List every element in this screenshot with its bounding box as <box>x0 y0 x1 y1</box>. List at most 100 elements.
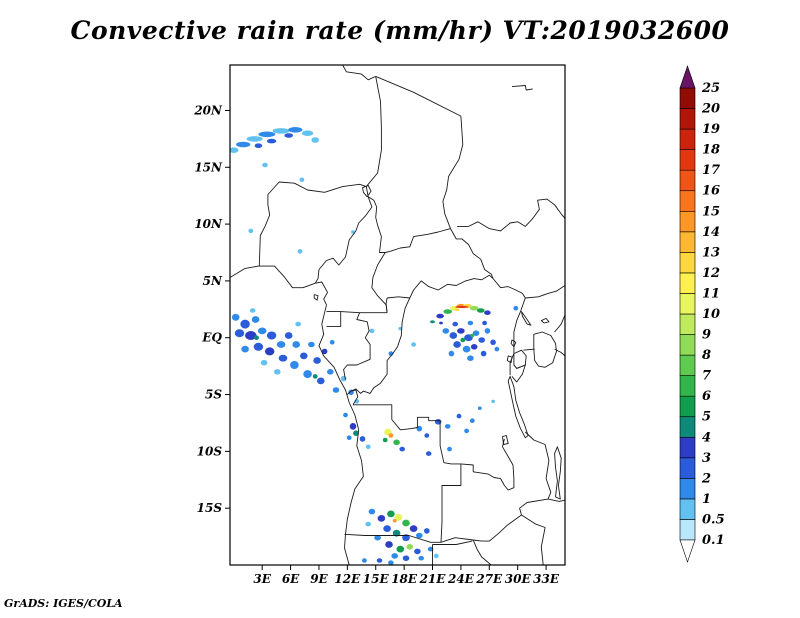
rain-cell <box>425 451 432 456</box>
rain-cell <box>376 558 383 563</box>
border-sudan-southsudan <box>457 198 565 232</box>
lon-tick-label: 33E <box>533 572 560 586</box>
colorbar-segment <box>679 498 696 520</box>
colorbar-segment <box>679 108 696 130</box>
rain-cell <box>258 131 276 138</box>
rain-cell <box>411 342 416 347</box>
rain-cell <box>362 558 367 563</box>
rain-cell <box>382 437 388 443</box>
border-congo-drc <box>350 297 411 394</box>
lat-tick-label: 20N <box>193 103 223 117</box>
border-zambia-mozambique <box>519 498 549 516</box>
lake-tanganyika <box>507 375 529 439</box>
lon-tick-label: 30E <box>505 572 532 586</box>
border-cameroon-car <box>371 252 388 313</box>
border-bioko-island <box>313 294 319 301</box>
lon-tick-label: 21E <box>419 572 447 586</box>
rain-cell <box>447 446 452 452</box>
colorbar-segment <box>679 313 696 335</box>
rain-cell <box>251 316 260 323</box>
rain-cell <box>460 337 466 343</box>
colorbar-label: 9 <box>702 328 711 343</box>
border-niger-chad <box>365 76 382 187</box>
lake-albert <box>521 311 532 326</box>
rain-cell <box>353 430 359 437</box>
colorbar-label: 19 <box>702 122 720 137</box>
rain-cell <box>346 435 352 441</box>
rain-cell <box>470 333 475 338</box>
colorbar-segment <box>679 128 696 150</box>
rain-cell <box>297 249 303 254</box>
lon-tick-label: 18E <box>391 572 418 586</box>
border-zimbabwe-botswana <box>472 539 492 565</box>
rain-cell <box>272 128 290 134</box>
rain-cell <box>249 308 256 313</box>
border-nigeria-cameroon <box>314 186 373 284</box>
border-cameroon-south <box>326 311 388 314</box>
lake-kyoga <box>540 317 550 324</box>
rain-cell <box>416 425 423 432</box>
rain-cell <box>301 130 314 136</box>
rain-cell <box>388 560 394 565</box>
colorbar-label: 16 <box>702 184 720 199</box>
colorbar-label: 10 <box>702 307 720 322</box>
rain-cell <box>288 127 303 133</box>
colorbar-segment <box>679 169 696 192</box>
lon-tick-label: 24E <box>447 572 475 586</box>
rain-cell <box>308 341 315 348</box>
border-angola-zambia <box>440 463 462 543</box>
lat-tick-label: 15N <box>194 160 223 174</box>
border-uganda-tanzania <box>523 348 535 351</box>
rain-cell <box>513 305 519 311</box>
rain-cell <box>236 141 251 148</box>
colorbar-segment <box>679 252 696 274</box>
rain-cell <box>472 330 480 337</box>
rain-cell <box>402 534 410 542</box>
border-burundi <box>511 364 526 383</box>
rain-cell <box>433 553 439 559</box>
border-uganda-north <box>525 285 565 299</box>
rain-cell <box>274 369 281 375</box>
rain-cell <box>464 428 469 434</box>
rain-cell <box>470 344 478 350</box>
rain-cell <box>449 332 458 339</box>
colorbar-label: 6 <box>702 389 711 404</box>
colorbar-segment <box>679 190 696 212</box>
colorbar-label: 1 <box>702 492 711 507</box>
border-niger-nigeria <box>267 181 367 195</box>
rain-cell <box>442 328 450 334</box>
lat-tick-label: 5S <box>205 388 222 402</box>
colorbar-label: 15 <box>702 204 720 219</box>
rain-cell <box>266 331 277 340</box>
plot-title: Convective rain rate (mm/hr) VT:20190326… <box>70 16 730 45</box>
colorbar-label: 12 <box>702 266 720 281</box>
rain-cell <box>248 228 254 234</box>
lon-tick-label: 12E <box>334 572 361 586</box>
colorbar-label: 4 <box>702 430 711 445</box>
border-niger-libya <box>342 65 376 81</box>
rain-cell <box>402 555 410 561</box>
rain-cell <box>278 354 288 362</box>
rain-cell <box>467 320 474 326</box>
lon-tick-label: 3E <box>253 572 271 586</box>
rain-cell <box>388 433 394 438</box>
colorbar-label: 11 <box>702 287 720 302</box>
rain-cell <box>290 361 299 369</box>
colorbar-segment <box>679 293 696 315</box>
rain-cell <box>374 534 381 541</box>
rain-cell <box>424 433 430 438</box>
lon-tick-label: 15E <box>363 572 390 586</box>
border-equatorial-guinea <box>326 311 342 327</box>
colorbar-segment <box>679 519 696 541</box>
colorbar-segment <box>679 210 696 233</box>
border-gabon-congo <box>343 312 371 380</box>
rain-cell <box>469 305 479 311</box>
rain-cell <box>484 310 491 316</box>
colorbar-label: 0.5 <box>702 513 725 528</box>
rain-cell <box>392 519 397 523</box>
rain-cell <box>332 387 340 393</box>
rain-cell <box>230 147 239 153</box>
colorbar-segment <box>679 395 696 418</box>
